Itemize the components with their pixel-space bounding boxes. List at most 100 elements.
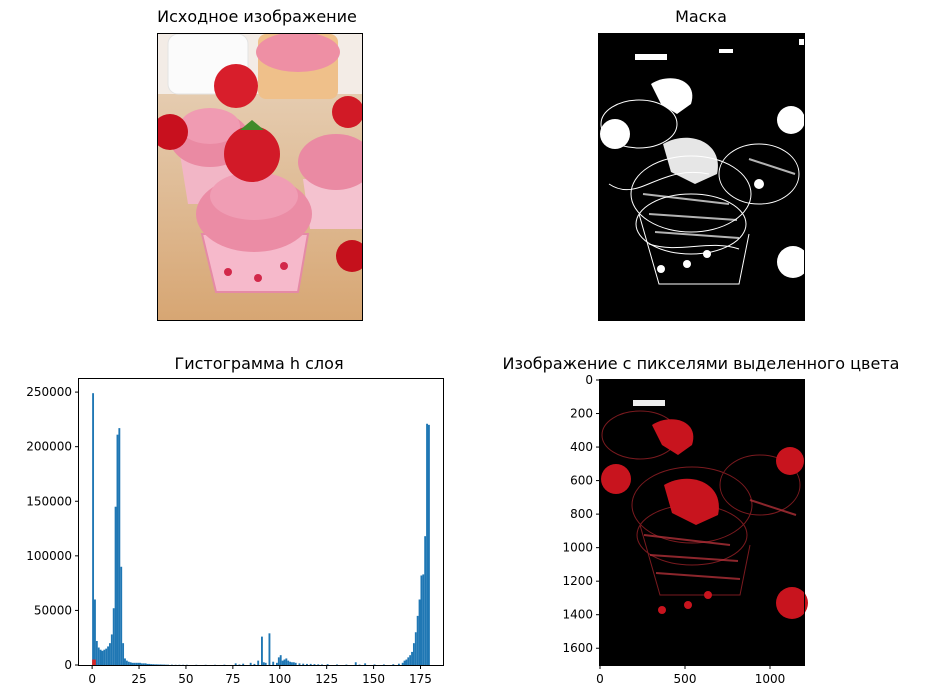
histogram-bar (401, 662, 404, 665)
histogram-bar (150, 664, 153, 665)
histogram-bar (409, 655, 412, 665)
histogram-bar (142, 663, 145, 665)
masked-axes-frame (599, 379, 805, 666)
histogram-bar (291, 662, 293, 665)
histogram-bar (418, 599, 421, 665)
histogram-bars (92, 393, 430, 665)
histogram-bar (283, 659, 286, 665)
y-tick-label: 0 (64, 658, 72, 672)
histogram-bar (279, 655, 282, 665)
histogram-bar (159, 664, 162, 665)
histogram-bar (285, 658, 288, 665)
histogram-axes-frame (78, 378, 444, 666)
mask-image (598, 33, 805, 321)
histogram-bar (382, 664, 385, 665)
histogram-bar (313, 664, 316, 665)
y-tick-label: 1000 (562, 541, 593, 555)
y-tick-label: 100000 (26, 549, 72, 563)
histogram-bar (144, 663, 147, 665)
y-tick-label: 0 (585, 373, 593, 387)
x-tick-label: 175 (409, 672, 432, 686)
histogram-bar (112, 608, 115, 665)
histogram-bar (140, 663, 143, 665)
histogram-bar (427, 424, 430, 665)
histogram-bar (420, 575, 423, 665)
histogram-bar (131, 662, 134, 665)
histogram-bar (257, 660, 260, 665)
cupcakes-photo (158, 34, 362, 320)
histogram-bar (364, 663, 367, 665)
histogram-bar (405, 659, 408, 665)
histogram-bar (133, 662, 136, 665)
y-tick-label: 250000 (26, 385, 72, 399)
x-tick-label: 25 (131, 672, 146, 686)
histogram-bar (272, 661, 275, 665)
histogram-bar (287, 660, 290, 665)
histogram-bar (155, 664, 158, 665)
histogram-bar (424, 536, 427, 665)
histogram-bar (114, 506, 117, 665)
histogram-bar (336, 664, 338, 665)
histogram-bar (411, 651, 413, 665)
histogram-bar (414, 632, 417, 665)
histogram-bar (238, 664, 241, 665)
histogram-bar (105, 648, 108, 665)
masked-image-title: Изображение с пикселями выделенного цвет… (502, 354, 900, 373)
histogram-bar (135, 662, 138, 665)
y-tick-label: 1400 (562, 608, 593, 622)
x-tick-label: 100 (268, 672, 291, 686)
y-tick-label: 50000 (34, 603, 72, 617)
histogram-bar (234, 663, 237, 665)
histogram-bar (289, 661, 292, 665)
histogram-bar (281, 660, 284, 665)
histogram-bar (397, 663, 400, 665)
histogram-bar (97, 647, 100, 665)
original-image-title: Исходное изображение (157, 7, 357, 26)
x-tick-label: 50 (178, 672, 193, 686)
histogram-bar (321, 664, 323, 665)
histogram-bar (249, 662, 252, 665)
histogram-bar (94, 599, 96, 665)
histogram-bar (294, 662, 297, 665)
histogram-bar (242, 663, 245, 665)
histogram-bar (317, 664, 320, 665)
x-tick-label: 0 (596, 672, 604, 686)
highlight-range-marker (92, 659, 96, 665)
histogram-bar (292, 662, 295, 665)
histogram-bar (309, 663, 312, 665)
histogram-bar (298, 663, 301, 665)
x-tick-label: 150 (362, 672, 385, 686)
y-tick-label: 1600 (562, 641, 593, 655)
histogram-bar (124, 658, 126, 665)
x-tick-label: 0 (88, 672, 96, 686)
y-tick-label: 200000 (26, 440, 72, 454)
histogram-bar (103, 649, 106, 665)
histogram-bar (422, 574, 425, 665)
y-tick-label: 400 (570, 440, 593, 454)
histogram-bar (302, 663, 305, 665)
histogram-bar (392, 664, 395, 665)
y-tick-label: 200 (570, 407, 593, 421)
histogram-bar (109, 643, 111, 665)
histogram-bar (122, 643, 125, 665)
histogram-bar (264, 662, 267, 665)
histogram-bar (139, 662, 141, 665)
x-tick-label: 500 (674, 672, 697, 686)
histogram-bar (407, 657, 410, 665)
histogram-bar (403, 660, 406, 665)
x-tick-label: 1000 (755, 672, 786, 686)
histogram-bar (101, 650, 104, 665)
histogram-bar (277, 657, 280, 665)
histogram-chart: 0 50000 100000 150000 200000 250000 0 25 50 75 10… (26, 378, 444, 686)
masked-image-content (599, 379, 808, 666)
histogram-bar (120, 566, 123, 665)
histogram-bar (129, 662, 132, 665)
histogram-bar (354, 662, 357, 665)
histogram-bar (154, 664, 156, 665)
histogram-bar (152, 664, 155, 665)
histogram-bar (268, 633, 271, 665)
masked-image-chart: 0 200 400 600 800 1000 1200 1400 1600 0 500 1000 (562, 373, 808, 686)
x-tick-label: 125 (315, 672, 338, 686)
histogram-bar (148, 663, 151, 665)
histogram-bar (253, 663, 256, 665)
